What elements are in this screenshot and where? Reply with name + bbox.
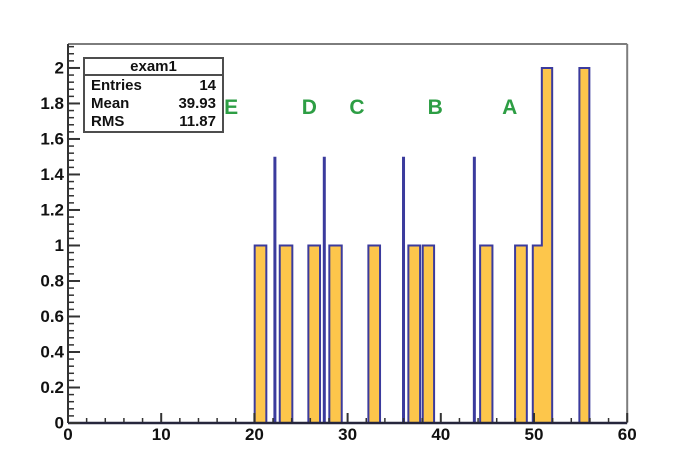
y-tick-label: 1.2 — [40, 200, 64, 219]
grade-label: B — [428, 96, 443, 119]
y-tick-label: 1.6 — [40, 129, 64, 148]
y-tick-label: 0 — [55, 414, 64, 433]
stats-box: exam1 Entries 14 Mean 39.93 RMS 11.87 — [83, 57, 224, 133]
histogram-bar — [367, 244, 382, 424]
x-tick-label: 60 — [618, 425, 637, 444]
y-tick-label: 1.4 — [40, 165, 64, 184]
stat-value: 14 — [199, 77, 216, 94]
y-tick-label: 1 — [55, 236, 64, 255]
y-tick-label: 0.4 — [40, 342, 64, 361]
histogram-bar — [421, 244, 436, 424]
histogram-bar — [407, 244, 422, 424]
histogram-bar — [253, 244, 268, 424]
histogram-bar — [307, 244, 322, 424]
y-tick-label: 1.8 — [40, 94, 64, 113]
stat-value: 11.87 — [179, 113, 216, 130]
histogram-bar — [479, 244, 494, 424]
y-tick-label: 0.2 — [40, 378, 64, 397]
x-tick-label: 20 — [245, 425, 264, 444]
histogram-bar — [514, 244, 528, 424]
grade-label: A — [502, 96, 517, 119]
grade-label: C — [349, 96, 364, 119]
histogram-bar — [328, 244, 343, 424]
stat-row-mean: Mean 39.93 — [85, 95, 222, 113]
grade-label: E — [224, 96, 238, 119]
histogram-bar — [531, 66, 554, 424]
x-tick-label: 50 — [525, 425, 544, 444]
stats-title: exam1 — [85, 59, 222, 76]
y-tick-label: 2 — [55, 58, 64, 77]
stat-label: Mean — [91, 95, 130, 112]
x-tick-label: 0 — [63, 425, 72, 444]
x-tick-label: 10 — [152, 425, 171, 444]
histogram-bar — [578, 66, 591, 424]
x-tick-label: 30 — [338, 425, 357, 444]
y-tick-label: 0.6 — [40, 307, 64, 326]
x-tick-label: 40 — [431, 425, 450, 444]
histogram-bar — [278, 244, 294, 424]
stat-value: 39.93 — [178, 95, 216, 112]
grade-label: D — [302, 96, 317, 119]
stat-label: RMS — [91, 113, 125, 130]
stat-label: Entries — [91, 77, 142, 94]
stats-rows: Entries 14 Mean 39.93 RMS 11.87 — [85, 76, 222, 131]
stat-row-entries: Entries 14 — [85, 77, 222, 95]
y-tick-label: 0.8 — [40, 271, 64, 290]
stat-row-rms: RMS 11.87 — [85, 113, 222, 131]
